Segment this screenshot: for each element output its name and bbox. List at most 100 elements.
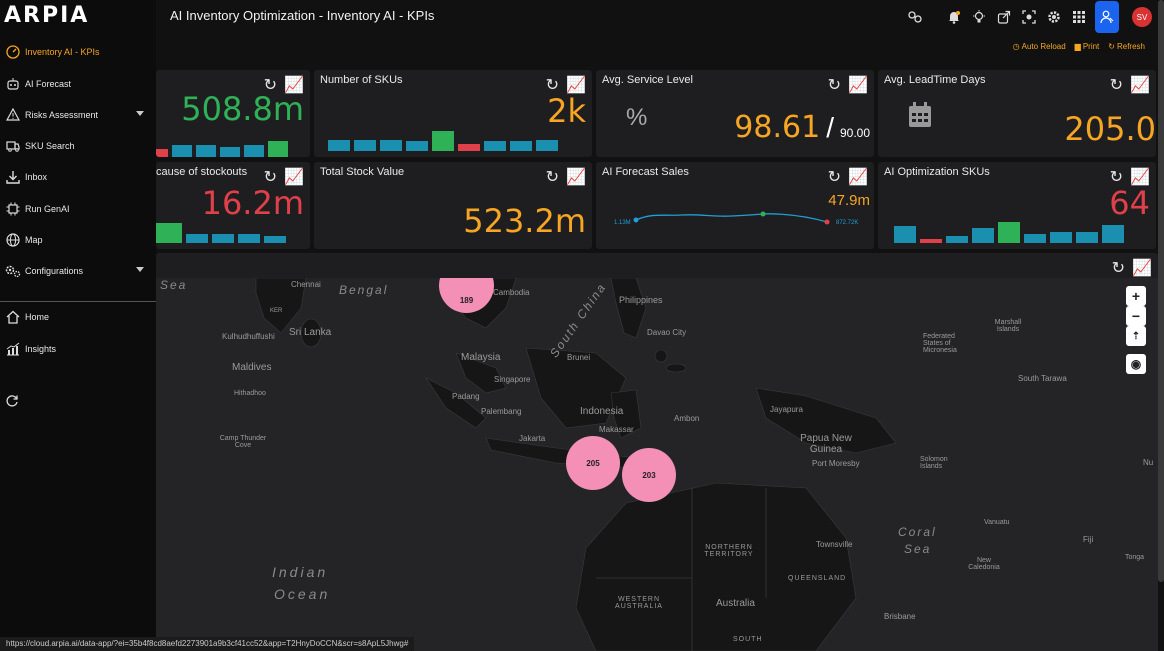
chevron-down-icon[interactable] [136,111,144,116]
map-label: Philippines [619,295,663,305]
bar [244,145,264,157]
kpi-bars [156,137,292,157]
sidebar-item-label: Run GenAI [25,204,70,214]
refresh-icon[interactable]: ↻ [1111,260,1126,277]
scrollbar[interactable] [1158,0,1164,582]
map-label: Brisbane [884,612,916,621]
chart-icon[interactable]: 📈 [1130,77,1150,94]
bar [328,140,350,151]
apps-grid-icon[interactable] [1066,7,1091,27]
chart-icon [5,341,21,357]
user-profile-icon[interactable] [1095,1,1119,33]
card-tools: ↻ 📈 [264,167,304,187]
refresh-icon[interactable]: ↻ [545,169,560,186]
map-label: South Tarawa [1018,374,1067,383]
download-icon [5,169,21,185]
sidebar: ARPIA Inventory AI - KPIs AI Forecast Ri… [0,0,156,651]
refresh-icon[interactable]: ↻ [827,77,842,94]
card-tools: ↻ 📈 [546,167,586,187]
card-title: Total Stock Value [320,166,405,178]
printer-icon: ▆ [1074,42,1081,51]
bar [156,149,168,157]
map-label: Nu [1143,458,1154,467]
calendar-icon [908,102,932,133]
status-bar-url: https://cloud.arpia.ai/data-app/?ei=35b4… [0,637,415,651]
bar [186,234,208,243]
refresh-label: Refresh [1116,42,1145,51]
network-icon[interactable] [902,7,927,27]
logo: ARPIA [4,3,90,28]
chart-icon[interactable]: 📈 [566,169,586,186]
sea-label: Coral [898,525,937,539]
chart-icon[interactable]: 📈 [848,77,868,94]
settings-gear-icon[interactable] [1041,7,1066,27]
sidebar-item-risks-assessment[interactable]: Risks Assessment [0,102,156,128]
map-label: Davao City [647,328,687,337]
chip-icon [5,201,21,217]
chart-icon[interactable]: 📈 [1130,169,1150,186]
sidebar-item-label: SKU Search [25,141,75,151]
sidebar-item-inventory-kpis[interactable]: Inventory AI - KPIs [0,39,156,65]
page-title: AI Inventory Optimization - Inventory AI… [170,8,435,23]
service-level-values: 98.61 / 90.00 [734,110,870,145]
truck-icon [5,138,21,154]
chart-icon[interactable]: 📈 [284,77,304,94]
chart-icon[interactable]: 📈 [566,77,586,94]
sidebar-item-run-genai[interactable]: Run GenAI [0,196,156,222]
bell-icon[interactable] [941,7,966,27]
reload-icon[interactable] [5,394,19,413]
sidebar-item-configurations[interactable]: Configurations [0,258,156,284]
chevron-down-icon[interactable] [136,267,144,272]
map-cluster-marker[interactable]: 205 [566,436,620,490]
bar [264,236,286,243]
map-view[interactable]: Chennai Philippines Kulhudhuffushi Sri L… [156,278,1158,651]
bar [1076,232,1098,243]
sea-label: Ocean [274,586,331,602]
robot-icon [5,76,21,92]
kpi-value: 2k [547,92,586,130]
refresh-icon[interactable]: ↻ [263,77,278,94]
chart-icon[interactable]: 📈 [848,169,868,186]
lightbulb-icon[interactable] [966,7,991,27]
sea-label: Sea [160,278,188,292]
map-label: NORTHERN TERRITORY [704,544,754,558]
map-label: QUEENSLAND [788,575,847,582]
percent-icon: % [626,104,648,131]
kpi-card-avg-service-level: Avg. Service Level ↻ 📈 % 98.61 / 90.00 [596,70,874,157]
header-bar: AI Inventory Optimization - Inventory AI… [156,0,1164,34]
refresh-icon[interactable]: ↻ [263,169,278,186]
print-button[interactable]: ▆ Print [1075,42,1100,51]
avatar[interactable]: SV [1132,7,1152,27]
map-label: Singapore [494,375,531,384]
zoom-out-button[interactable]: − [1126,306,1146,326]
card-tools: ↻ 📈 [264,75,304,95]
sidebar-item-label: Inventory AI - KPIs [25,47,100,57]
compass-icon[interactable]: ⇡ [1126,326,1146,346]
share-icon[interactable] [991,7,1016,27]
refresh-icon[interactable]: ↻ [1109,169,1124,186]
refresh-icon[interactable]: ↻ [1109,77,1124,94]
kpi-card-value: ↻ 📈 508.8m [156,70,310,157]
sidebar-item-insights[interactable]: Insights [0,336,156,362]
chart-icon[interactable]: 📈 [284,169,304,186]
map-land [255,278,897,651]
sidebar-item-map[interactable]: Map [0,227,156,253]
zoom-in-button[interactable]: + [1126,286,1146,306]
auto-reload-button[interactable]: ◷ Auto Reload [1013,42,1066,51]
map-label: Maldives [232,362,272,373]
screenshot-icon[interactable] [1016,7,1041,27]
sidebar-item-sku-search[interactable]: SKU Search [0,133,156,159]
refresh-icon[interactable]: ↻ [545,77,560,94]
refresh-button[interactable]: ↻ Refresh [1108,42,1145,51]
map-label: Solomon Islands [920,456,948,470]
sidebar-item-home[interactable]: Home [0,304,156,330]
sidebar-item-ai-forecast[interactable]: AI Forecast [0,71,156,97]
map-cluster-marker[interactable]: 203 [622,448,676,502]
chart-icon[interactable]: 📈 [1132,260,1152,277]
locate-icon[interactable]: ◉ [1126,354,1146,374]
sidebar-item-inbox[interactable]: Inbox [0,164,156,190]
kpi-card-stockouts: cause of stockouts ↻ 📈 16.2m [156,162,310,249]
refresh-icon[interactable]: ↻ [827,169,842,186]
bar [458,144,480,151]
kpi-card-avg-leadtime: Avg. LeadTime Days ↻ 📈 205.0 [878,70,1156,157]
